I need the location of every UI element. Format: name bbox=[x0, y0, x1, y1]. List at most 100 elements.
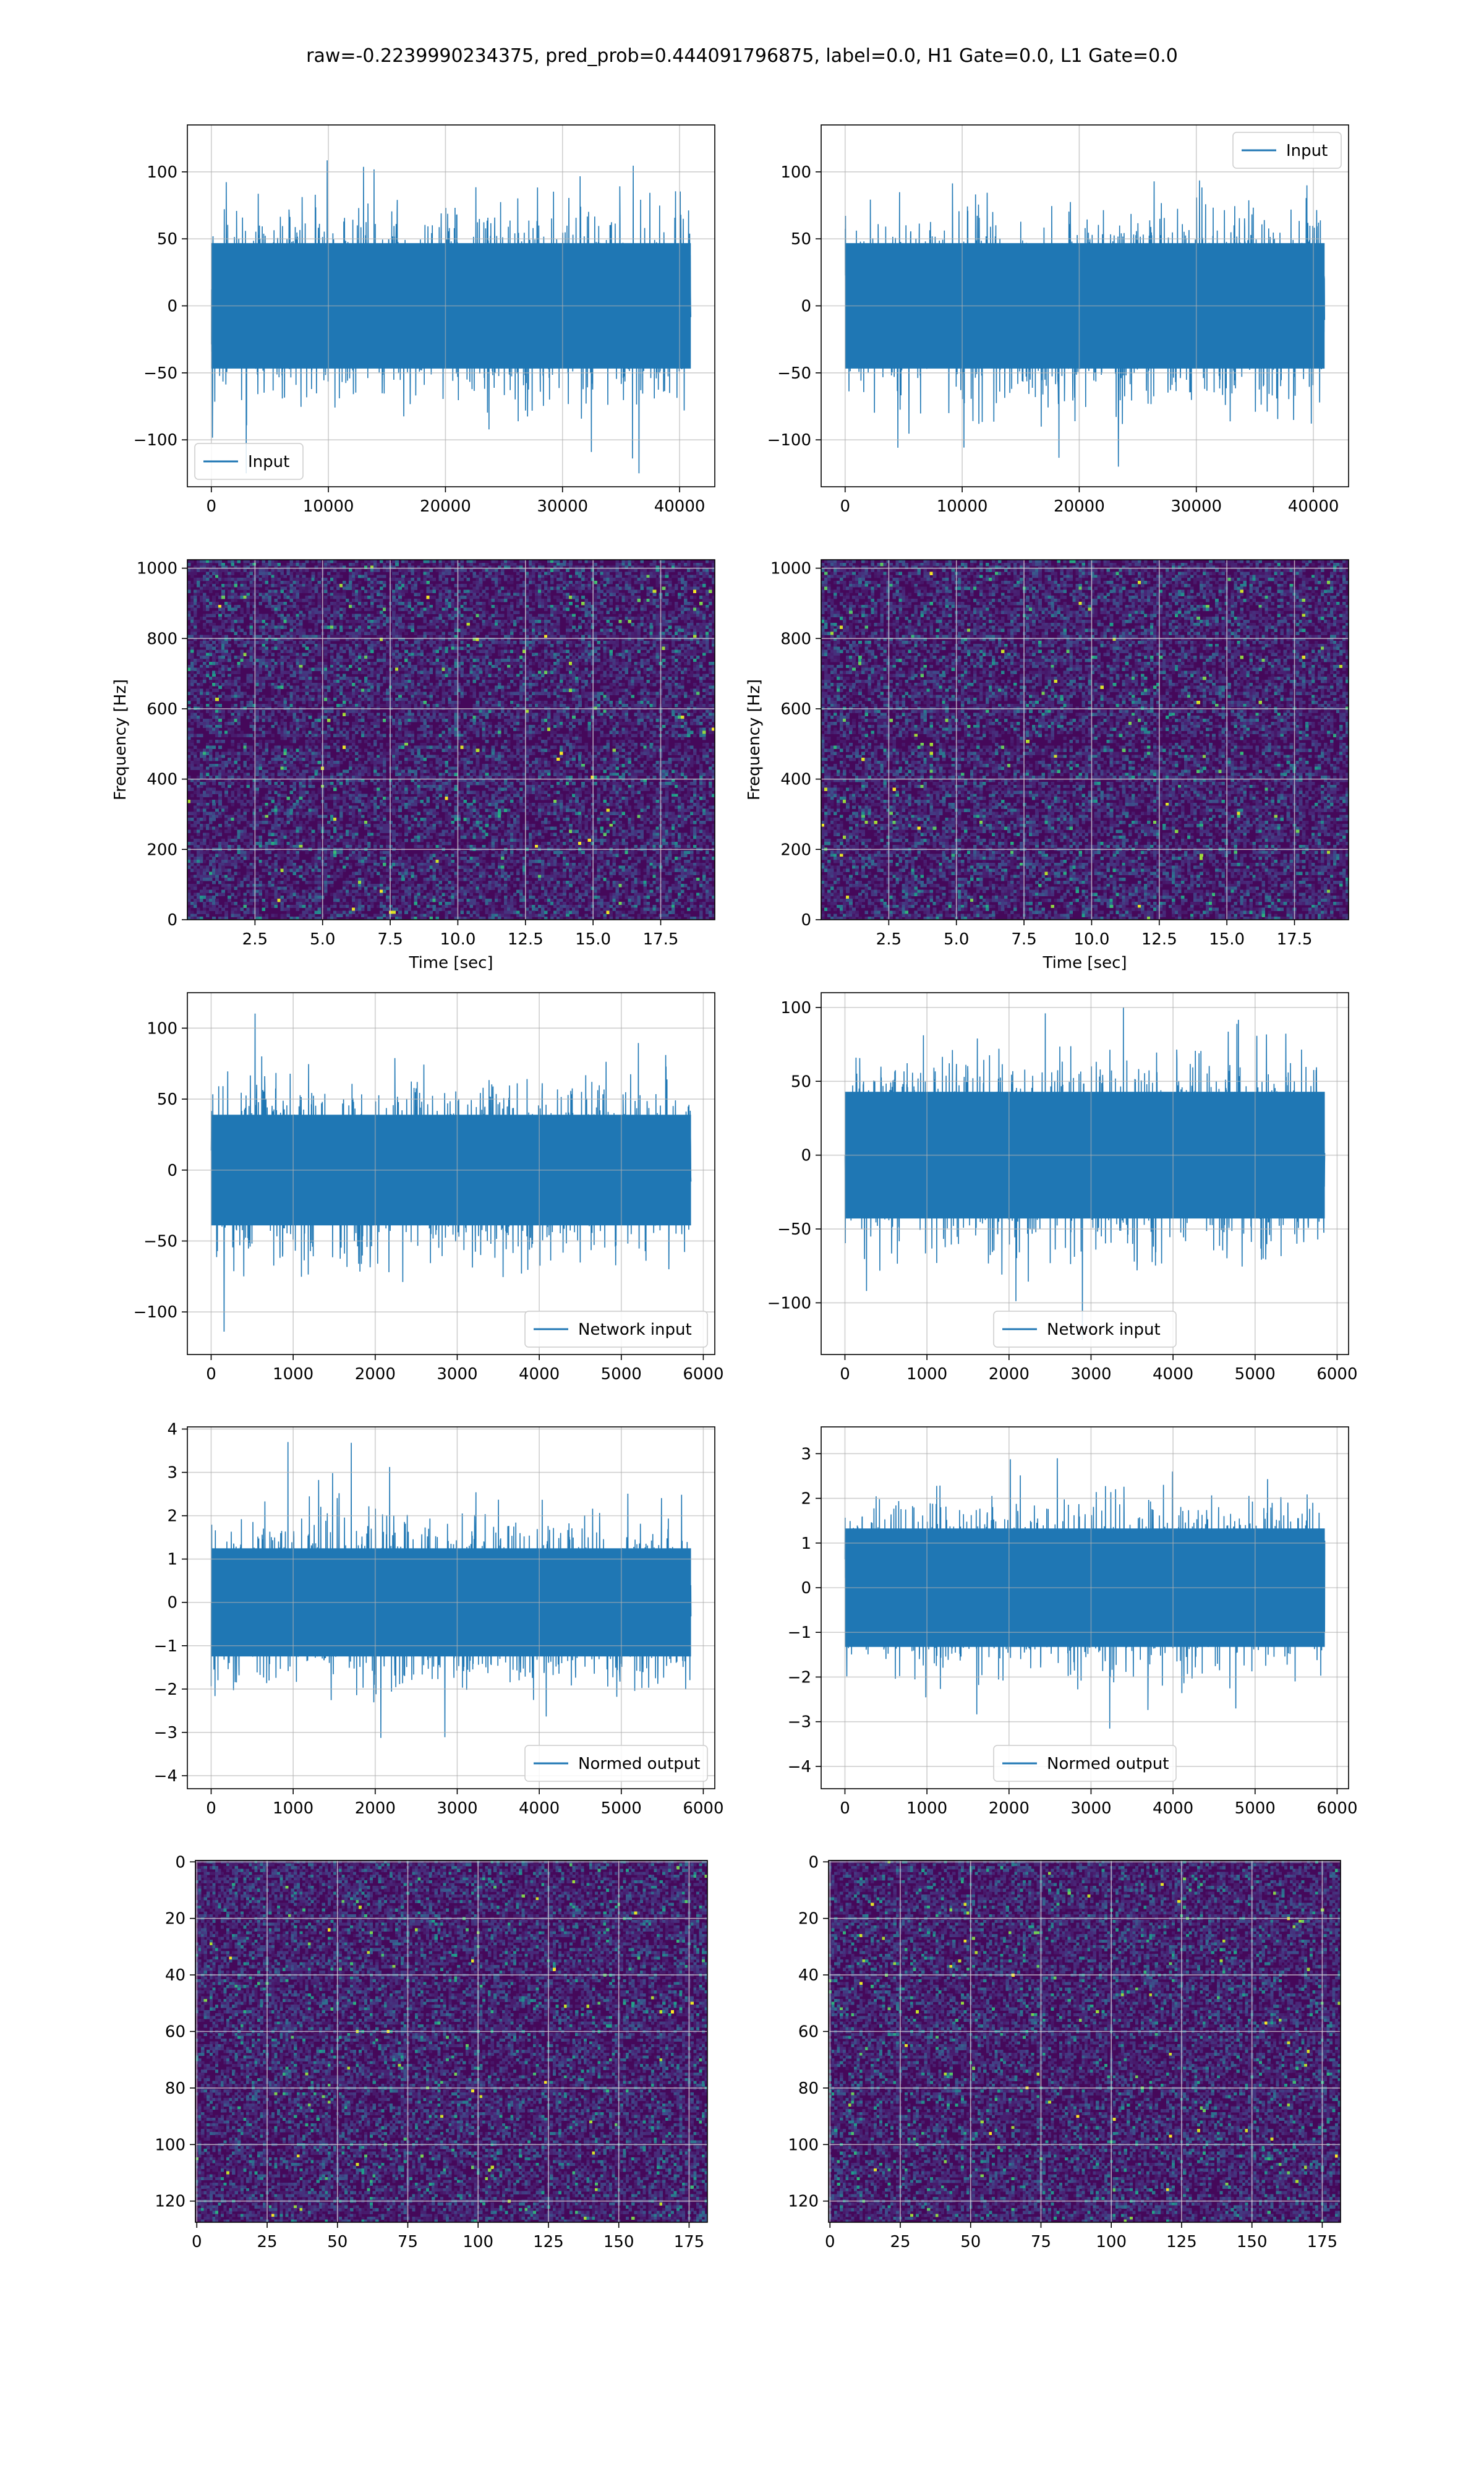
h1-input-x-tick-label: 40000 bbox=[654, 497, 706, 516]
h1-spectrogram-y-tick-label: 0 bbox=[167, 911, 177, 930]
h1-spectrogram-x-tick-label: 5.0 bbox=[310, 930, 335, 949]
h1-qtransform-image-y-tick-label: 0 bbox=[175, 1853, 186, 1872]
l1-network-input-x-tick-label: 6000 bbox=[1316, 1365, 1357, 1384]
l1-spectrogram-y-tick-label: 800 bbox=[780, 630, 811, 648]
l1-input-y-tick-label: 50 bbox=[791, 230, 811, 249]
l1-normed-output-x-tick-label: 1000 bbox=[906, 1799, 947, 1818]
h1-qtransform-image-x-tick-label: 0 bbox=[192, 2233, 202, 2251]
l1-network-input-x-tick-label: 1000 bbox=[906, 1365, 947, 1384]
l1-spectrogram-y-tick-label: 1000 bbox=[770, 560, 811, 578]
h1-network-input-plot-area bbox=[210, 1013, 692, 1332]
l1-network-input-y-tick-label: 50 bbox=[791, 1072, 811, 1091]
l1-network-input-plot-area bbox=[844, 1007, 1326, 1340]
l1-spectrogram-heatmap bbox=[821, 560, 1349, 920]
l1-normed-output-x-tick-label: 3000 bbox=[1070, 1799, 1111, 1818]
h1-qtransform-image-y-tick-label: 20 bbox=[165, 1910, 186, 1928]
h1-spectrogram-x-tick-label: 7.5 bbox=[377, 930, 403, 949]
l1-network-input-y-tick-label: 0 bbox=[801, 1147, 811, 1165]
h1-input-x-tick-label: 10000 bbox=[303, 497, 354, 516]
l1-qtransform-image-y-tick-label: 20 bbox=[798, 1910, 819, 1928]
h1-qtransform-image-x-ticks: 0 25 50 75 100 125 150 175 bbox=[192, 2222, 704, 2251]
h1-qtransform-image-x-tick-label: 50 bbox=[327, 2233, 348, 2251]
h1-network-input-axes-frame bbox=[187, 992, 715, 1355]
l1-normed-output-y-tick-label: −3 bbox=[788, 1713, 811, 1732]
l1-input-x-tick-label: 40000 bbox=[1288, 497, 1339, 516]
h1-qtransform-image-grid bbox=[195, 1860, 707, 2222]
h1-normed-output-axes-frame bbox=[187, 1426, 715, 1789]
l1-network-input-x-tick-label: 4000 bbox=[1153, 1365, 1193, 1384]
l1-input-y-tick-label: 100 bbox=[780, 163, 811, 182]
h1-spectrogram-x-tick-label: 2.5 bbox=[242, 930, 268, 949]
h1-normed-output-x-tick-label: 1000 bbox=[273, 1799, 313, 1818]
l1-network-input-panel: 0 1000 2000 3000 4000 5000 6000 −100 −50 0 50 100 Ne… bbox=[767, 992, 1358, 1384]
h1-spectrogram-y-tick-label: 600 bbox=[147, 700, 177, 719]
l1-qtransform-image-x-tick-label: 150 bbox=[1237, 2233, 1268, 2251]
l1-spectrogram-x-tick-label: 15.0 bbox=[1209, 930, 1245, 949]
l1-network-input-legend-label: Network input bbox=[1047, 1320, 1161, 1339]
l1-qtransform-image-y-tick-label: 60 bbox=[798, 2023, 819, 2042]
h1-network-input-y-tick-label: −100 bbox=[134, 1303, 177, 1322]
l1-spectrogram-x-tick-label: 7.5 bbox=[1011, 930, 1036, 949]
h1-normed-output-x-tick-label: 6000 bbox=[683, 1799, 723, 1818]
h1-input-y-tick-label: −100 bbox=[134, 431, 177, 450]
h1-network-input-y-tick-label: 50 bbox=[157, 1090, 177, 1109]
h1-qtransform-image-y-tick-label: 60 bbox=[165, 2023, 186, 2042]
l1-normed-output-y-ticks: −4 −3 −2 −1 0 1 2 3 bbox=[788, 1445, 821, 1776]
l1-network-input-x-tick-label: 3000 bbox=[1070, 1365, 1111, 1384]
l1-qtransform-image-plot-area bbox=[829, 1860, 1341, 2222]
l1-spectrogram-x-tick-label: 12.5 bbox=[1141, 930, 1177, 949]
l1-input-grid bbox=[821, 125, 1349, 487]
l1-normed-output-legend: Normed output bbox=[993, 1745, 1177, 1782]
l1-qtransform-image-heatmap bbox=[829, 1860, 1341, 2222]
h1-network-input-x-tick-label: 5000 bbox=[601, 1365, 642, 1384]
h1-normed-output-x-tick-label: 3000 bbox=[437, 1799, 477, 1818]
panels: 0 10000 20000 30000 40000−100−50050100Input0… bbox=[111, 124, 1358, 2251]
h1-normed-output-x-ticks: 0 1000 2000 3000 4000 5000 6000 bbox=[206, 1789, 724, 1818]
h1-normed-output-legend: Normed output bbox=[524, 1745, 708, 1782]
l1-qtransform-image-y-tick-label: 120 bbox=[788, 2193, 819, 2211]
l1-input-x-tick-label: 20000 bbox=[1054, 497, 1105, 516]
h1-normed-output-y-tick-label: 3 bbox=[167, 1464, 177, 1483]
l1-input-y-tick-label: −50 bbox=[777, 364, 811, 383]
h1-qtransform-image-heatmap bbox=[195, 1860, 707, 2222]
l1-spectrogram-y-tick-label: 200 bbox=[780, 841, 811, 859]
l1-normed-output-panel: 0 1000 2000 3000 4000 5000 6000 −4 −3 −2 −1 0 1 2 3 Nor… bbox=[788, 1426, 1358, 1818]
l1-normed-output-axes-frame bbox=[821, 1426, 1349, 1789]
h1-input-y-tick-label: 50 bbox=[157, 230, 177, 249]
l1-network-input-legend: Network input bbox=[993, 1311, 1177, 1348]
h1-spectrogram-y-axis-label: Frequency [Hz] bbox=[111, 679, 130, 800]
l1-spectrogram-y-tick-label: 600 bbox=[780, 700, 811, 719]
h1-network-input-x-tick-label: 3000 bbox=[437, 1365, 477, 1384]
l1-network-input-x-tick-label: 0 bbox=[840, 1365, 850, 1384]
l1-network-input-y-ticks: −100 −50 0 50 100 bbox=[767, 999, 821, 1312]
h1-spectrogram-panel: 2.5 5.0 7.5 10.0 12.5 15.0 17.5 0 200 400 600 800 10… bbox=[111, 559, 715, 972]
l1-spectrogram-plot-area bbox=[821, 560, 1349, 920]
l1-qtransform-image-x-tick-label: 175 bbox=[1307, 2233, 1338, 2251]
h1-network-input-x-tick-label: 0 bbox=[206, 1365, 216, 1384]
h1-qtransform-image-axes-frame bbox=[195, 1860, 708, 2223]
l1-qtransform-image-x-tick-label: 0 bbox=[825, 2233, 835, 2251]
l1-network-input-y-tick-label: −50 bbox=[777, 1220, 811, 1239]
l1-normed-output-x-tick-label: 4000 bbox=[1153, 1799, 1193, 1818]
h1-normed-output-legend-label: Normed output bbox=[578, 1755, 700, 1773]
l1-network-input-axes-frame bbox=[821, 992, 1349, 1355]
h1-spectrogram-heatmap bbox=[187, 560, 715, 920]
l1-network-input-y-tick-label: 100 bbox=[780, 999, 811, 1017]
h1-spectrogram-y-tick-label: 1000 bbox=[137, 560, 177, 578]
l1-spectrogram-y-tick-label: 0 bbox=[801, 911, 811, 930]
h1-input-x-tick-label: 20000 bbox=[420, 497, 471, 516]
h1-network-input-legend-label: Network input bbox=[578, 1320, 692, 1339]
h1-network-input-x-tick-label: 2000 bbox=[355, 1365, 396, 1384]
l1-normed-output-y-tick-label: 0 bbox=[801, 1579, 811, 1598]
h1-normed-output-y-ticks: −4 −3 −2 −1 0 1 2 3 4 bbox=[154, 1421, 187, 1786]
h1-normed-output-panel: 0 1000 2000 3000 4000 5000 6000 −4 −3 −2 −1 0 1 2 3 4 No… bbox=[154, 1421, 724, 1818]
l1-normed-output-x-ticks: 0 1000 2000 3000 4000 5000 6000 bbox=[840, 1789, 1358, 1818]
l1-spectrogram-axes-frame bbox=[821, 559, 1349, 920]
h1-network-input-y-tick-label: −50 bbox=[143, 1232, 177, 1251]
h1-qtransform-image-x-tick-label: 150 bbox=[603, 2233, 634, 2251]
h1-input-x-ticks: 0 10000 20000 30000 40000 bbox=[206, 487, 705, 516]
h1-normed-output-y-tick-label: 4 bbox=[167, 1421, 177, 1439]
h1-input-x-tick-label: 0 bbox=[206, 497, 216, 516]
l1-spectrogram-x-axis-label: Time [sec] bbox=[1042, 954, 1127, 972]
